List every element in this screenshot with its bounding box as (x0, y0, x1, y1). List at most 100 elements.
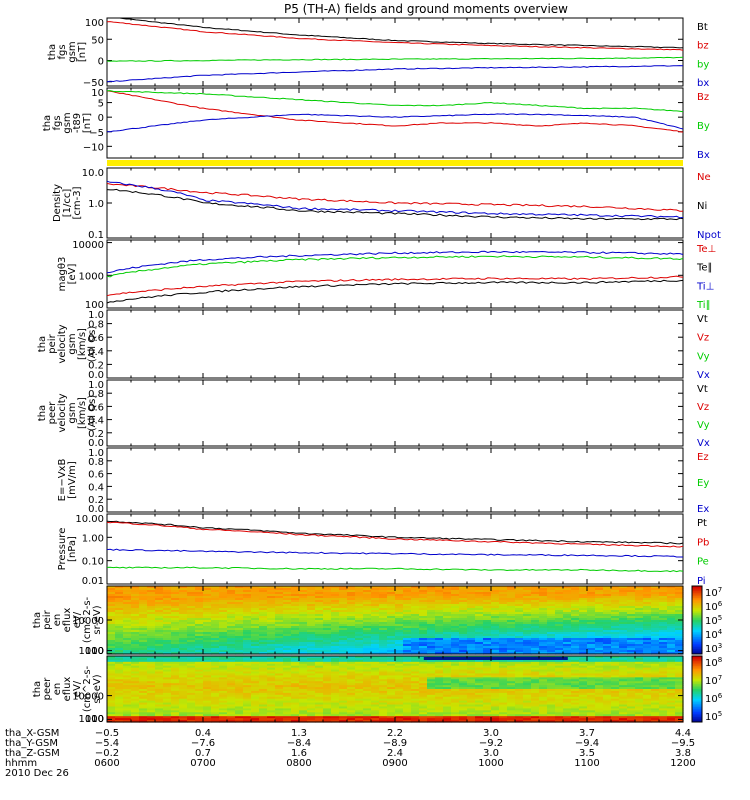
legend-Pt: Pt (697, 518, 707, 529)
y-axis-label: -t89 (72, 113, 83, 133)
series-line-Ti∥ (106, 255, 684, 278)
legend-Ne: Ne (697, 172, 711, 183)
series-line-Bx (106, 113, 684, 133)
colorbar-tick-label: 106 (705, 692, 723, 705)
y-tick-label: 10 (91, 646, 104, 657)
y-tick-label: 0.8 (88, 320, 104, 331)
legend-Npot: Npot (697, 230, 721, 241)
legend-Pi: Pi (697, 576, 706, 587)
y-tick-label: 0.8 (88, 457, 104, 468)
y-axis-label: Pressure (57, 528, 68, 571)
y-axis-label: [nT] (82, 113, 93, 133)
xaxis-row-label: hhmm (5, 758, 37, 769)
series-line-Ni (106, 188, 684, 221)
colorbar-tick-label: 104 (705, 628, 723, 641)
peer-spectrogram-colorbar: 108 107 106 105 (691, 655, 723, 723)
y-tick-label: 0.4 (88, 482, 104, 493)
xaxis-value: 3.0 (483, 728, 499, 739)
figure-title: P5 (TH-A) fields and ground moments over… (284, 2, 568, 16)
series-line-Pi (106, 548, 683, 558)
y-axis-label: eV/ (72, 680, 83, 697)
y-axis-label: gsm (67, 41, 78, 62)
y-axis-label: [mV/m] (67, 461, 78, 499)
peir-velocity-axes (106, 309, 684, 379)
legend-Vx: Vx (697, 438, 710, 449)
y-axis-label: tha (32, 681, 43, 697)
series-line-Pb (106, 521, 684, 548)
colorbar-tick-label: 105 (705, 614, 722, 627)
y-tick-label: 0.0 (88, 438, 104, 449)
y-axis-label: velocity (57, 393, 68, 432)
y-tick-label: 0.2 (88, 495, 104, 506)
y-tick-label: 100 (85, 18, 104, 29)
y-axis-label: sr-eV) (92, 674, 103, 703)
y-axis-label: sr-eV) (92, 605, 103, 634)
xaxis-value: 0600 (94, 758, 119, 769)
xaxis-value: 2.4 (387, 748, 403, 759)
y-axis-label: fgs (52, 115, 63, 130)
legend-Vz: Vz (697, 333, 709, 344)
legend-by: by (697, 59, 709, 70)
legend-Vt: Vt (697, 384, 708, 395)
y-tick-label: 0.6 (88, 470, 104, 481)
xaxis-value: −5.4 (95, 738, 119, 749)
legend-Ti∥: Ti∥ (696, 300, 711, 311)
series-line-bz (106, 21, 684, 51)
legend-Vz: Vz (697, 402, 709, 413)
y-axis-label: peer (47, 401, 58, 425)
legend-Ni: Ni (697, 201, 707, 212)
y-tick-label: 0.1 (88, 230, 104, 241)
series-line-Ti⊥ (106, 250, 684, 274)
y-tick-label: 0.01 (82, 576, 104, 587)
y-tick-label: 10000 (72, 616, 104, 627)
xaxis-value: 1.3 (291, 728, 307, 739)
temperature-axes (106, 239, 684, 309)
y-axis-label: [cm-3] (72, 186, 83, 219)
y-axis-label: eflux (62, 677, 73, 702)
y-tick-label: 1.0 (88, 380, 104, 391)
y-axis-label: peer (42, 677, 53, 701)
y-tick-label: 50 (91, 35, 104, 46)
y-axis-label: peir (47, 333, 58, 353)
legend-Bz: Bz (697, 92, 709, 103)
y-tick-label: 1.0 (88, 448, 104, 459)
colorbar-tick-label: 105 (705, 710, 722, 723)
fgs-gsm-dtrnd-axes (106, 87, 684, 159)
y-tick-label: 1.0 (88, 310, 104, 321)
y-axis-label: velocity (57, 324, 68, 363)
efield-axes (106, 447, 684, 513)
y-tick-label: 1000 (79, 271, 104, 282)
legend-By: By (697, 121, 710, 132)
legend-bx: bx (697, 78, 709, 89)
colorbar-tick-label: 106 (705, 600, 723, 613)
legend-Ex: Ex (697, 504, 709, 515)
legend-bz: bz (697, 41, 709, 52)
panel-fgs-gsm-dtrnd: 105 0 −5 −10 tha fgs gsm -t89 [nT] Bz By Bx (42, 87, 710, 161)
xaxis-value: 1200 (670, 758, 695, 769)
series-line-Npot (106, 180, 684, 219)
peer-dark-band (423, 657, 568, 660)
y-tick-label: 0.0 (88, 370, 104, 381)
xaxis-value: −8.9 (383, 738, 407, 749)
y-tick-label: 0.8 (88, 389, 104, 400)
y-tick-label: 0.4 (88, 347, 104, 358)
legend-Ey: Ey (697, 478, 709, 489)
series-line-Bt (107, 17, 684, 49)
y-tick-label: 1.0 (88, 199, 104, 210)
xaxis-value: 0.7 (195, 748, 211, 759)
y-axis-label: gsm (67, 333, 78, 354)
xaxis-value: 1100 (574, 758, 599, 769)
xaxis-value: −9.5 (671, 738, 695, 749)
xaxis-value: −9.2 (479, 738, 503, 749)
colorbar-tick-label: 107 (705, 586, 722, 599)
y-tick-label: 0.2 (88, 360, 104, 371)
xaxis-value: 0900 (382, 758, 407, 769)
xaxis-value: −0.2 (95, 748, 119, 759)
legend-Vy: Vy (697, 420, 710, 431)
legend-Vy: Vy (697, 351, 710, 362)
y-axis-label: (All Qs) (87, 326, 98, 363)
date-label: 2010 Dec 26 (5, 768, 69, 779)
legend-Vt: Vt (697, 314, 708, 325)
